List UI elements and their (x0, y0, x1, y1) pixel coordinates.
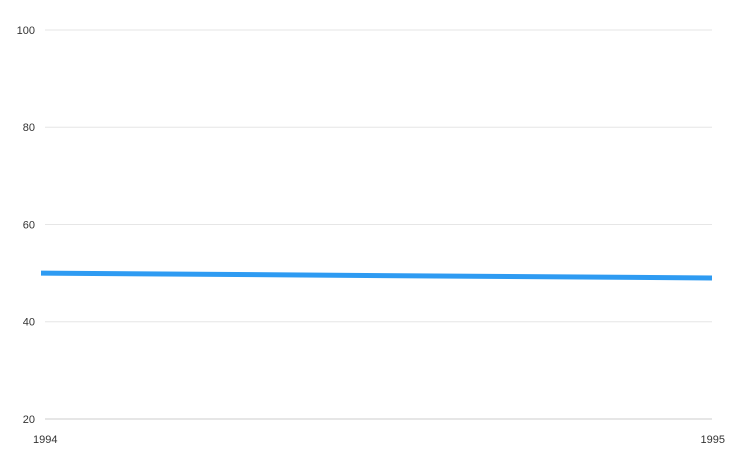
y-tick-label: 60 (23, 219, 35, 231)
y-tick-label: 40 (23, 317, 35, 329)
series-line-0 (40, 270, 713, 281)
x-tick-label: 1994 (33, 434, 57, 446)
y-axis-tick-labels: 20 40 60 80 100 (17, 25, 35, 426)
y-tick-label: 100 (17, 25, 35, 37)
grid-lines (45, 29, 712, 420)
series-layer (40, 270, 713, 281)
x-tick-label: 1995 (701, 434, 725, 446)
y-tick-label: 20 (23, 414, 35, 426)
x-axis-tick-labels: 1994 1995 (33, 434, 725, 446)
y-tick-label: 80 (23, 122, 35, 134)
